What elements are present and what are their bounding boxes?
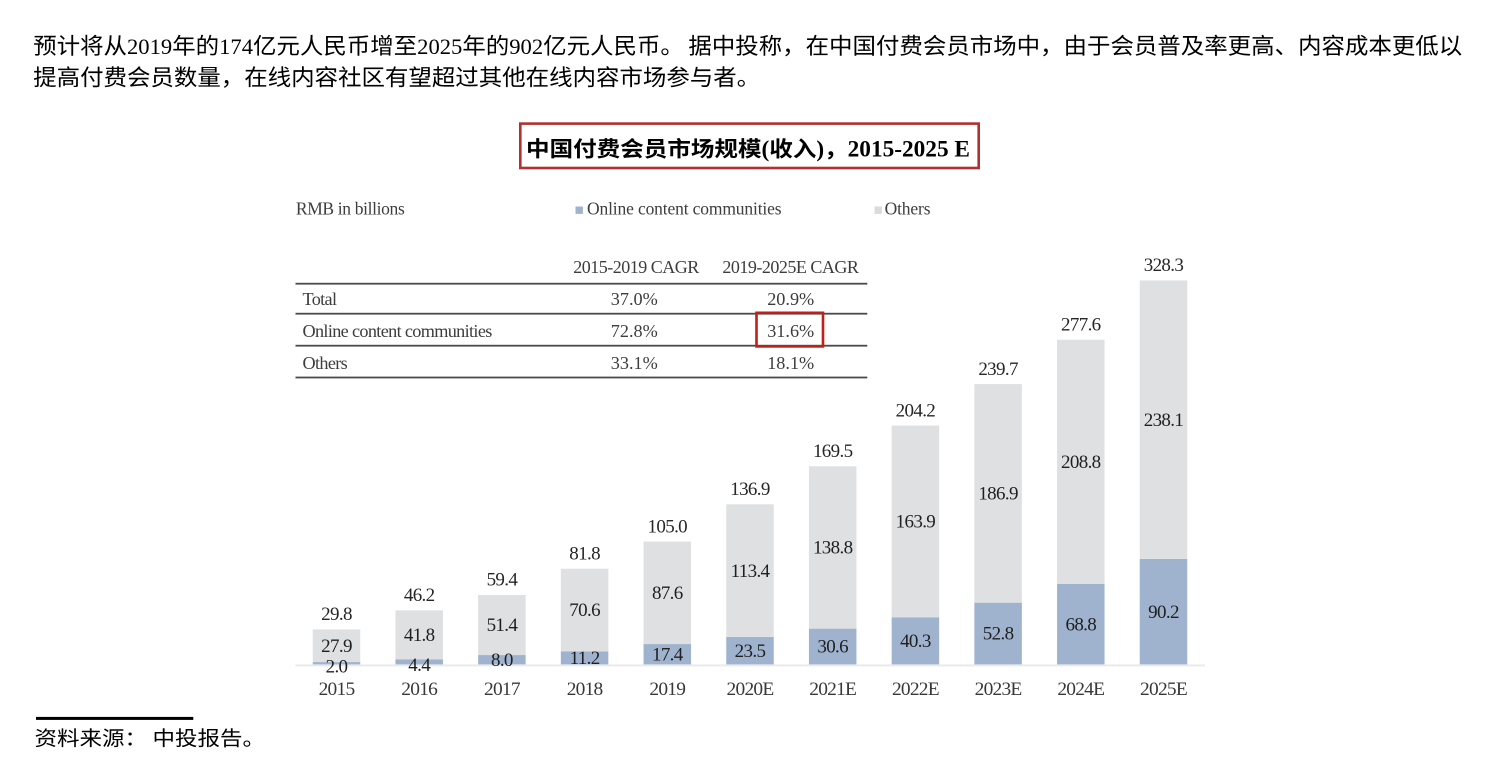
svg-text:52.8: 52.8 bbox=[983, 624, 1014, 645]
svg-text:2025: 2025 bbox=[417, 34, 462, 59]
svg-text:RMB in billions: RMB in billions bbox=[296, 198, 405, 218]
svg-text:33.1%: 33.1% bbox=[611, 353, 658, 373]
svg-text:2023E: 2023E bbox=[975, 679, 1022, 700]
svg-text:11.2: 11.2 bbox=[570, 648, 600, 669]
svg-text:2016: 2016 bbox=[401, 679, 438, 700]
svg-text:2019: 2019 bbox=[649, 679, 685, 700]
svg-text:2019-2025E CAGR: 2019-2025E CAGR bbox=[722, 257, 858, 277]
svg-text:46.2: 46.2 bbox=[404, 585, 435, 606]
svg-text:4.4: 4.4 bbox=[408, 655, 431, 676]
svg-text:238.1: 238.1 bbox=[1144, 410, 1184, 431]
svg-text:27.9: 27.9 bbox=[321, 636, 352, 657]
svg-text:2.0: 2.0 bbox=[326, 657, 348, 678]
svg-text:): ) bbox=[816, 137, 824, 163]
svg-text:2015-2025 E: 2015-2025 E bbox=[848, 137, 970, 163]
svg-text:204.2: 204.2 bbox=[896, 400, 936, 421]
svg-text:70.6: 70.6 bbox=[569, 600, 600, 621]
svg-text:2025E: 2025E bbox=[1140, 679, 1187, 700]
svg-text:163.9: 163.9 bbox=[896, 512, 936, 533]
svg-text:277.6: 277.6 bbox=[1061, 314, 1101, 335]
svg-text:239.7: 239.7 bbox=[978, 359, 1018, 380]
svg-text:Others: Others bbox=[303, 353, 348, 373]
svg-text:105.0: 105.0 bbox=[648, 516, 688, 537]
svg-text:328.3: 328.3 bbox=[1144, 255, 1184, 276]
svg-text:8.0: 8.0 bbox=[491, 650, 513, 671]
svg-text:Online content communities: Online content communities bbox=[303, 321, 493, 341]
svg-text:23.5: 23.5 bbox=[735, 641, 766, 662]
svg-text:902: 902 bbox=[509, 34, 543, 59]
svg-text:37.0%: 37.0% bbox=[611, 289, 658, 309]
svg-text:2018: 2018 bbox=[567, 679, 603, 700]
svg-text:174: 174 bbox=[219, 34, 253, 59]
svg-text:81.8: 81.8 bbox=[569, 543, 600, 564]
svg-text:31.6%: 31.6% bbox=[767, 321, 814, 341]
svg-text:2022E: 2022E bbox=[892, 679, 939, 700]
svg-text:30.6: 30.6 bbox=[817, 637, 848, 658]
svg-text:51.4: 51.4 bbox=[487, 615, 519, 636]
svg-text:41.8: 41.8 bbox=[404, 625, 435, 646]
svg-text:2015-2019 CAGR: 2015-2019 CAGR bbox=[573, 257, 699, 277]
svg-text:(: ( bbox=[762, 137, 770, 163]
svg-text:138.8: 138.8 bbox=[813, 538, 853, 559]
svg-text:29.8: 29.8 bbox=[321, 604, 352, 625]
svg-text:59.4: 59.4 bbox=[487, 570, 519, 591]
svg-text:40.3: 40.3 bbox=[900, 631, 931, 652]
svg-text:Online content communities: Online content communities bbox=[587, 198, 782, 218]
svg-text:18.1%: 18.1% bbox=[767, 353, 814, 373]
svg-text:2020E: 2020E bbox=[727, 679, 774, 700]
svg-text:2015: 2015 bbox=[319, 679, 355, 700]
svg-text:169.5: 169.5 bbox=[813, 441, 853, 462]
svg-text:Others: Others bbox=[885, 198, 931, 218]
svg-text:136.9: 136.9 bbox=[730, 479, 770, 500]
svg-text:17.4: 17.4 bbox=[652, 644, 684, 665]
svg-text:2021E: 2021E bbox=[809, 679, 856, 700]
svg-text:20.9%: 20.9% bbox=[767, 289, 814, 309]
svg-text:87.6: 87.6 bbox=[652, 583, 683, 604]
svg-text:2017: 2017 bbox=[484, 679, 521, 700]
svg-text:2019: 2019 bbox=[127, 34, 172, 59]
svg-text:113.4: 113.4 bbox=[731, 561, 771, 582]
svg-text:208.8: 208.8 bbox=[1061, 452, 1101, 473]
svg-text:90.2: 90.2 bbox=[1148, 602, 1179, 623]
svg-text:68.8: 68.8 bbox=[1065, 614, 1096, 635]
svg-text:2024E: 2024E bbox=[1057, 679, 1104, 700]
svg-text:186.9: 186.9 bbox=[978, 484, 1018, 505]
svg-text:Total: Total bbox=[303, 289, 337, 309]
svg-text:72.8%: 72.8% bbox=[611, 321, 658, 341]
